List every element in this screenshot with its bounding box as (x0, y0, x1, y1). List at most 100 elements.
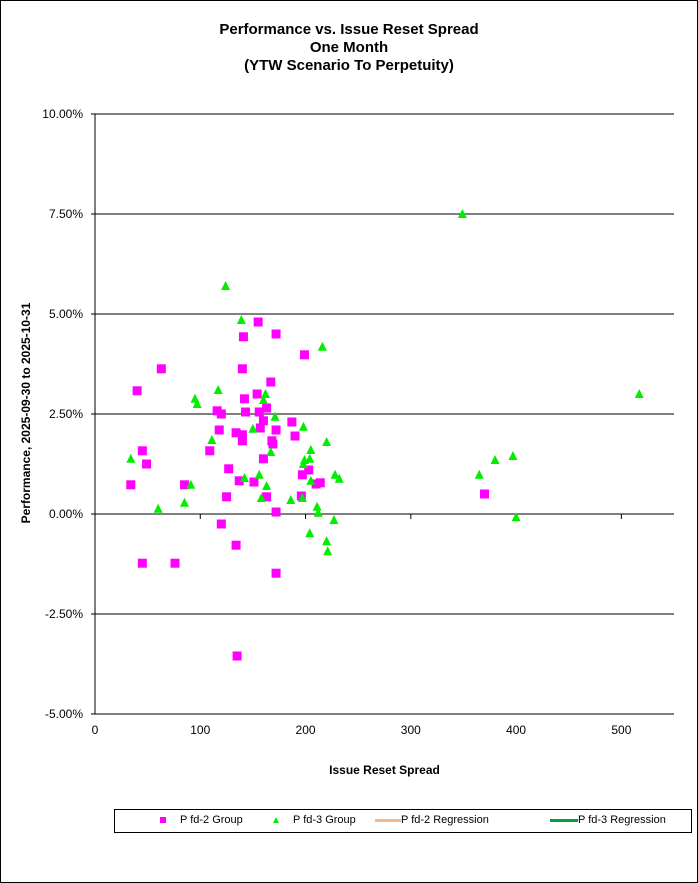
pfd3-point (126, 453, 136, 463)
pfd2-point (237, 436, 247, 446)
pfd2-point (237, 430, 247, 440)
pfd2-point (299, 350, 309, 360)
pfd2-point (252, 389, 262, 399)
pfd3-point (266, 447, 276, 456)
pfd3-point (248, 423, 258, 433)
pfd2-point (156, 364, 166, 374)
pfd2-point (126, 480, 136, 490)
pfd2-point (222, 492, 232, 502)
pfd3-point (305, 453, 315, 463)
pfd3-point (297, 493, 307, 502)
pfd2-point (297, 470, 307, 480)
chart-subtitle: One Month (309, 39, 389, 56)
x-tick-label: 0 (91, 723, 99, 737)
legend-item-pfd3-group: P fd-3 Group (273, 814, 356, 826)
pfd2-point (253, 317, 263, 327)
pfd3-point (329, 515, 339, 524)
pfd2-point (290, 431, 300, 441)
pfd2-point (262, 403, 272, 413)
legend-label: P fd-3 Regression (578, 814, 666, 826)
pfd3-point (186, 479, 196, 489)
pfd2-point (271, 568, 281, 578)
pfd3-point (256, 493, 266, 502)
y-tick-label: 0.00% (48, 507, 83, 521)
pfd3-point (306, 445, 316, 454)
x-tick-label: 300 (400, 723, 421, 737)
pfd2-point (234, 476, 244, 486)
pfd2-point (237, 364, 247, 374)
pfd2-point (266, 377, 276, 387)
y-axis-label: Performance, 2025-09-30 to 2025-10-31 (19, 302, 33, 524)
legend-item-pfd2-group: P fd-2 Group (160, 814, 243, 826)
pfd2-point (231, 428, 241, 438)
pfd3-point (634, 389, 644, 398)
pfd2-point (224, 464, 234, 474)
pfd3-point (254, 469, 264, 479)
pfd2-point (268, 439, 278, 449)
legend-item-pfd3-regression: P fd-3 Regression (550, 814, 666, 826)
triangle-marker-icon (273, 817, 279, 823)
pfd2-point (249, 477, 259, 487)
x-axis-label: Issue Reset Spread (329, 763, 440, 777)
pfd3-point (322, 536, 332, 546)
legend-label: P fd-3 Group (293, 814, 356, 826)
pfd2-point (137, 446, 147, 456)
pfd2-point (170, 558, 180, 568)
line-marker-icon (550, 818, 578, 822)
legend-label: P fd-2 Group (180, 814, 243, 826)
pfd3-point (474, 469, 484, 479)
x-tick-label: 400 (506, 723, 527, 737)
x-tick-label: 100 (190, 723, 211, 737)
legend: P fd-2 Group P fd-3 Group P fd-2 Regress… (114, 809, 692, 833)
pfd3-point (317, 341, 327, 351)
pfd2-point (216, 409, 226, 419)
pfd2-point (239, 394, 249, 404)
line-marker-icon (375, 818, 401, 822)
pfd2-point (254, 407, 264, 417)
pfd2-point (262, 492, 272, 502)
pfd3-point (305, 528, 315, 538)
pfd2-point (255, 423, 265, 433)
pfd3-point (207, 435, 217, 444)
pfd3-point (312, 501, 322, 511)
x-tick-label: 500 (611, 723, 632, 737)
pfd2-point (132, 386, 142, 396)
square-marker-icon (160, 817, 166, 823)
pfd3-point (508, 451, 518, 460)
pfd3-point (239, 473, 249, 482)
pfd2-point (271, 329, 281, 339)
pfd3-point (457, 209, 467, 218)
pfd2-point (315, 478, 325, 488)
pfd2-point (241, 407, 251, 417)
pfd3-point (213, 385, 223, 394)
pfd3-point (330, 469, 340, 479)
pfd2-point (258, 454, 268, 464)
pfd3-point (221, 281, 231, 290)
pfd2-point (216, 519, 226, 529)
legend-item-pfd2-regression: P fd-2 Regression (375, 814, 489, 826)
pfd3-point (153, 503, 163, 513)
y-tick-label: 10.00% (42, 107, 83, 121)
pfd2-point (205, 446, 215, 456)
pfd2-point (238, 332, 248, 342)
pfd3-point (334, 473, 344, 483)
pfd2-point (287, 417, 297, 427)
pfd3-point (322, 437, 332, 446)
pfd3-point (236, 315, 246, 324)
chart-title: Performance vs. Issue Reset Spread (219, 21, 479, 38)
chart-subtitle-2: (YTW Scenario To Perpetuity) (244, 57, 454, 74)
pfd3-point (490, 455, 500, 464)
pfd3-point (286, 495, 296, 504)
pfd2-point (271, 507, 281, 517)
legend-label: P fd-2 Regression (401, 814, 489, 826)
pfd3-point (270, 411, 280, 421)
pfd2-point (142, 459, 152, 469)
pfd2-point (258, 416, 268, 426)
pfd2-point (179, 480, 189, 490)
pfd2-point (214, 425, 224, 435)
y-tick-label: 2.50% (48, 407, 83, 421)
pfd3-point (298, 421, 308, 431)
y-tick-label: -5.00% (44, 707, 83, 721)
